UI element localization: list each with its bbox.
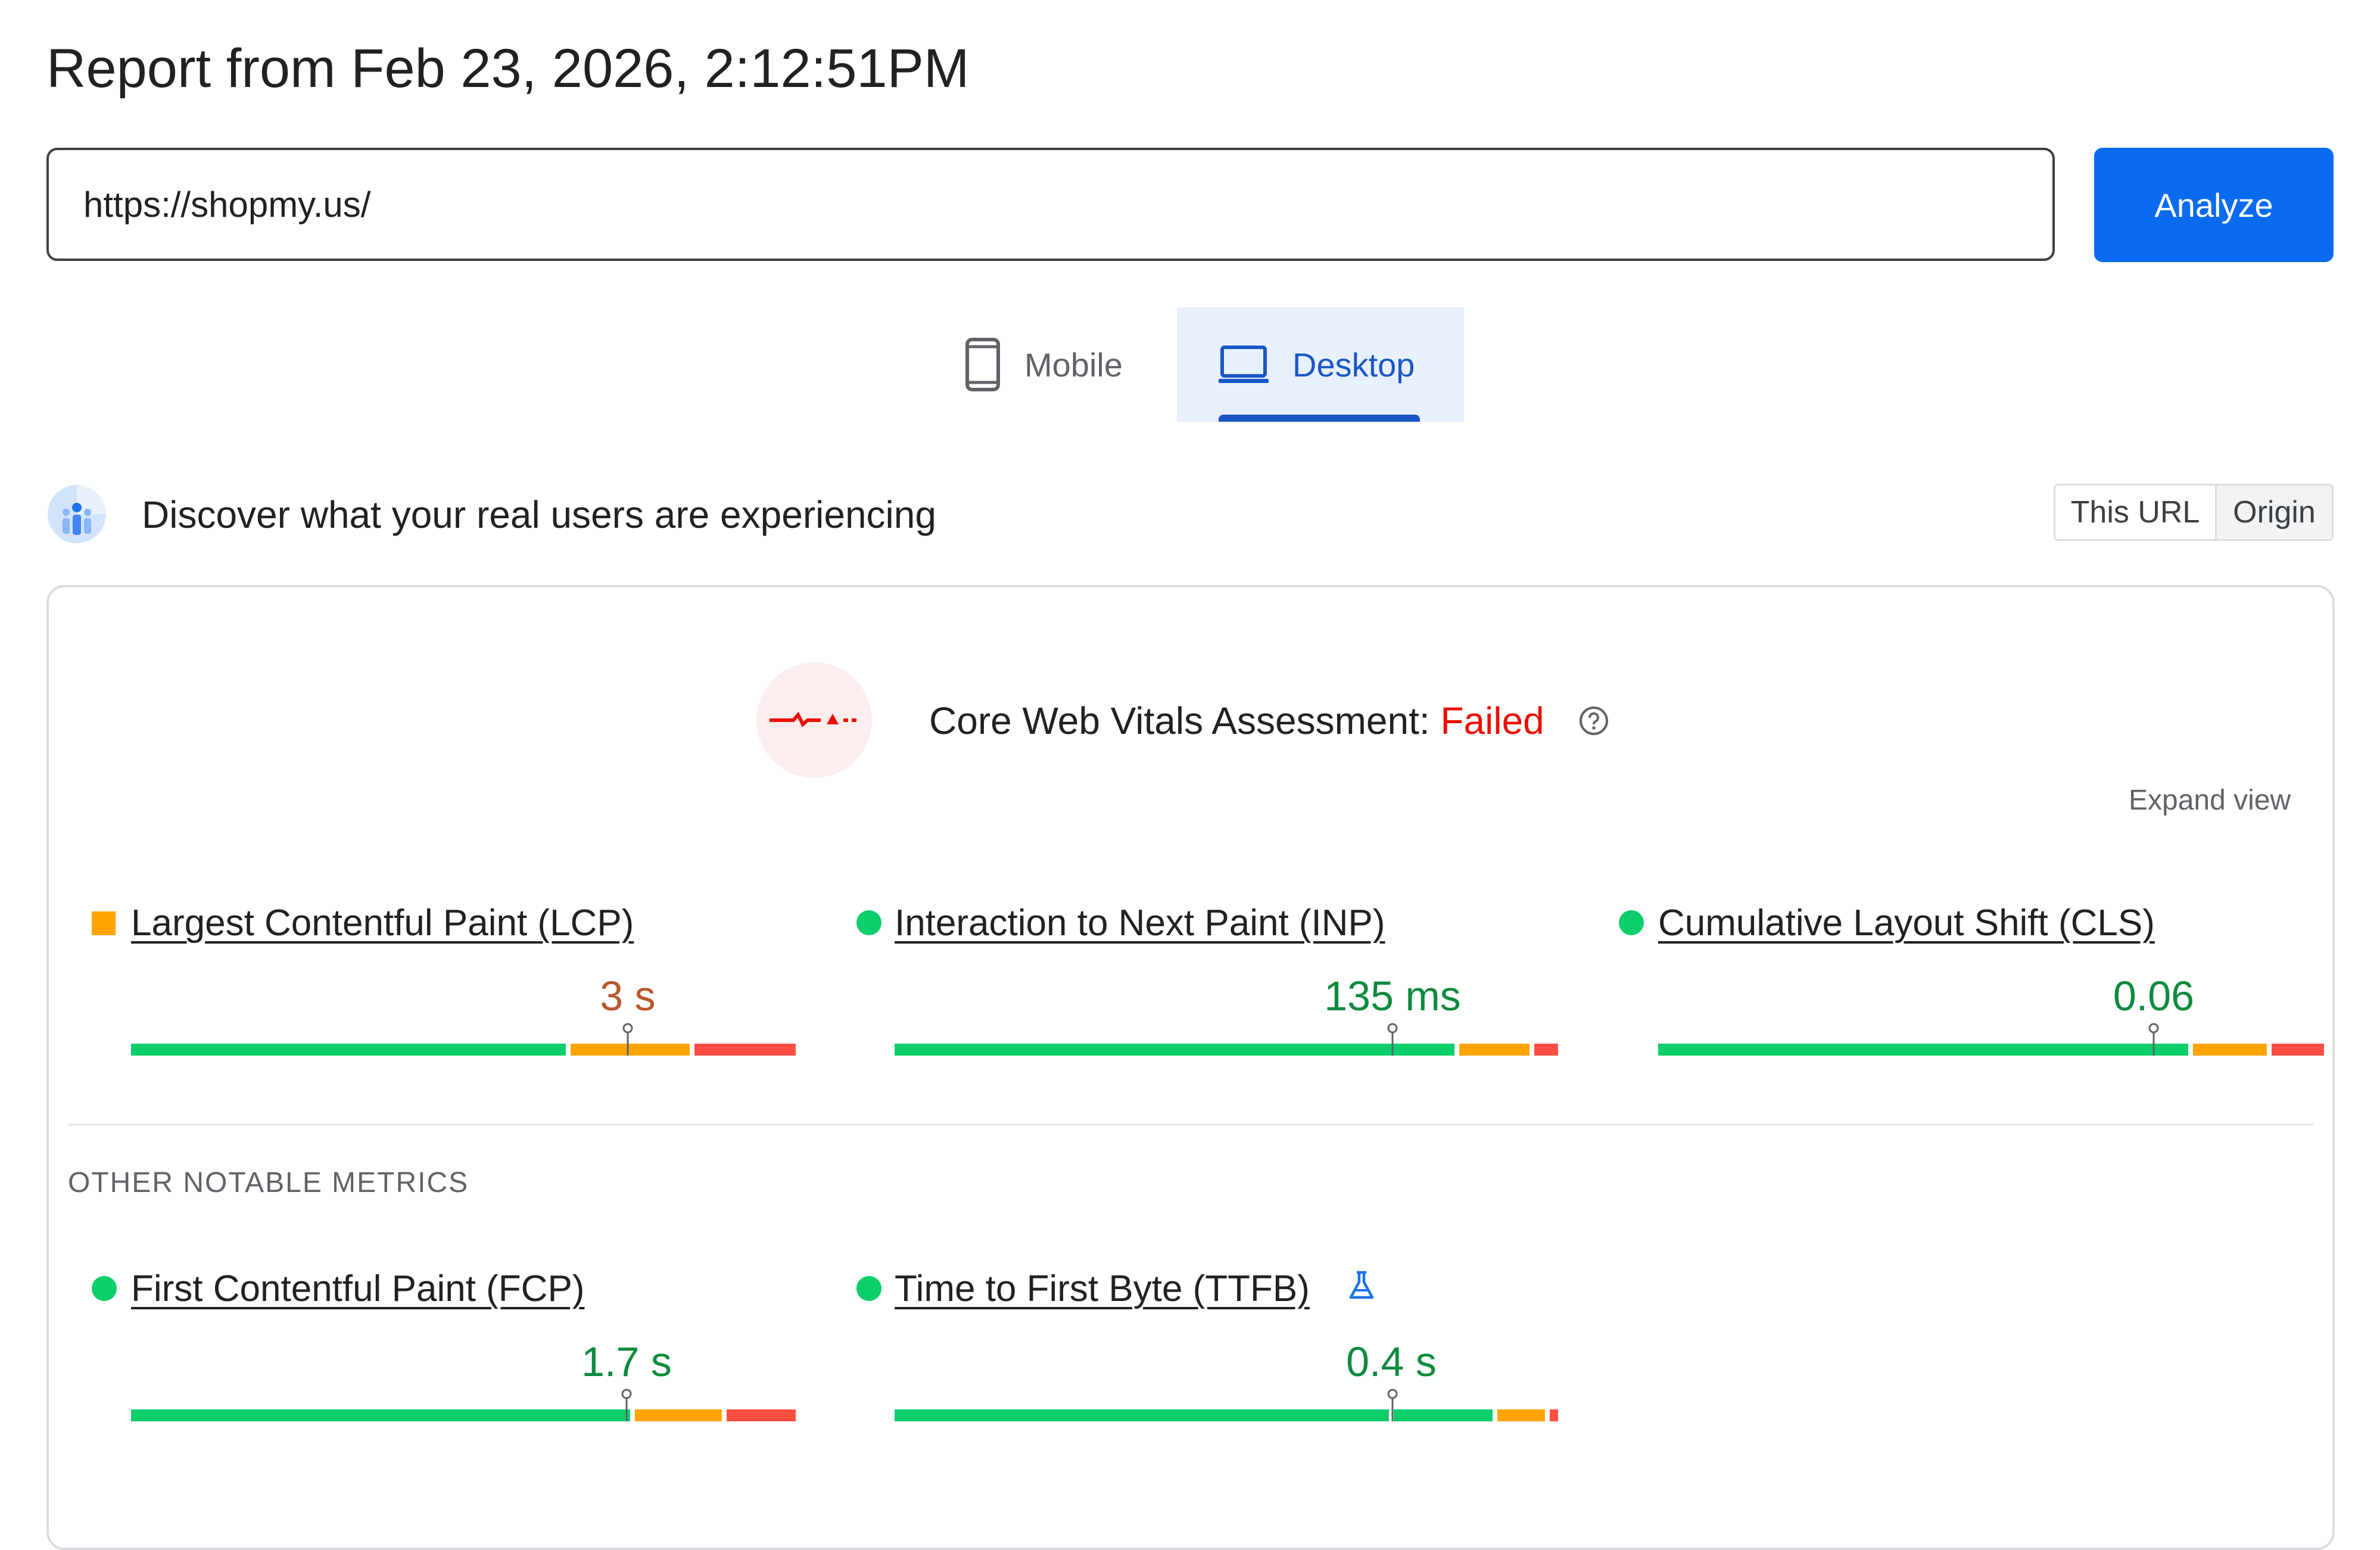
mobile-phone-icon [965,338,1000,391]
tab-desktop[interactable]: Desktop [1177,307,1464,422]
origin-option[interactable]: Origin [2215,485,2332,539]
other-metrics-heading: OTHER NOTABLE METRICS [68,1167,469,1199]
laptop-icon [1219,346,1269,383]
help-icon[interactable] [1578,705,1609,736]
ttfb-bar-good-2 [1394,1409,1493,1421]
fcp-marker-pin [621,1389,632,1421]
ttfb-marker-pin [1387,1389,1398,1421]
fcp-bar-good [131,1409,630,1421]
tab-desktop-label: Desktop [1292,346,1415,384]
ttfb-bar-poor [1550,1409,1558,1421]
cls-marker-pin [2148,1023,2159,1056]
status-good-icon [92,1276,117,1301]
analyze-button[interactable]: Analyze [2094,148,2334,262]
assessment-prefix: Core Web Vitals Assessment: [929,699,1430,742]
metric-ttfb-link[interactable]: Time to First Byte (TTFB) [895,1268,1310,1309]
crux-users-icon [48,485,106,543]
inp-bar-good [895,1044,1454,1056]
report-title: Report from Feb 23, 2026, 2:12:51PM [46,38,970,99]
inp-bar-poor [1534,1044,1558,1056]
inp-marker-pin [1387,1023,1398,1056]
ttfb-bar-needs-improvement [1497,1409,1545,1421]
metric-inp-value: 135 ms [1324,973,1461,1019]
assessment-title: Core Web Vitals Assessment: Failed [929,696,1544,746]
lcp-bar-good [131,1044,566,1056]
cls-bar-poor [2272,1044,2324,1056]
tab-mobile[interactable]: Mobile [951,307,1177,422]
url-input[interactable] [46,148,2055,261]
metric-fcp-link[interactable]: First Contentful Paint (FCP) [131,1268,585,1309]
section-divider [68,1123,2313,1126]
cls-bar-good [1658,1044,2188,1056]
metric-lcp-link[interactable]: Largest Contentful Paint (LCP) [131,902,634,944]
url-origin-toggle: This URL Origin [2054,484,2334,541]
metric-cls-value: 0.06 [2113,973,2195,1019]
assessment-status-badge [756,662,872,778]
tab-mobile-label: Mobile [1024,346,1123,384]
discover-title: Discover what your real users are experi… [142,493,936,536]
status-good-icon [856,1276,881,1301]
cls-bar-needs-improvement [2193,1044,2267,1056]
this-url-option[interactable]: This URL [2070,495,2200,530]
fcp-bar-poor [727,1409,796,1421]
metric-lcp-value: 3 s [600,973,656,1019]
status-good-icon [1619,910,1644,935]
ttfb-bar-good [895,1409,1389,1421]
lcp-bar-needs-improvement [571,1044,690,1056]
metric-fcp-value: 1.7 s [581,1339,672,1385]
assessment-status: Failed [1440,699,1544,742]
inp-bar-needs-improvement [1459,1044,1529,1056]
expand-view-link[interactable]: Expand view [2129,785,2291,816]
status-good-icon [856,910,881,935]
lcp-marker-pin [622,1023,633,1056]
active-tab-indicator [1219,415,1420,422]
metric-ttfb-value: 0.4 s [1346,1339,1437,1385]
metric-cls-link[interactable]: Cumulative Layout Shift (CLS) [1658,902,2155,944]
failed-assessment-icon [770,711,858,727]
fcp-bar-needs-improvement [635,1409,722,1421]
experimental-flask-icon [1349,1271,1374,1299]
metric-inp-link[interactable]: Interaction to Next Paint (INP) [895,902,1385,944]
status-needs-improvement-icon [92,911,116,935]
lcp-bar-poor [694,1044,796,1056]
